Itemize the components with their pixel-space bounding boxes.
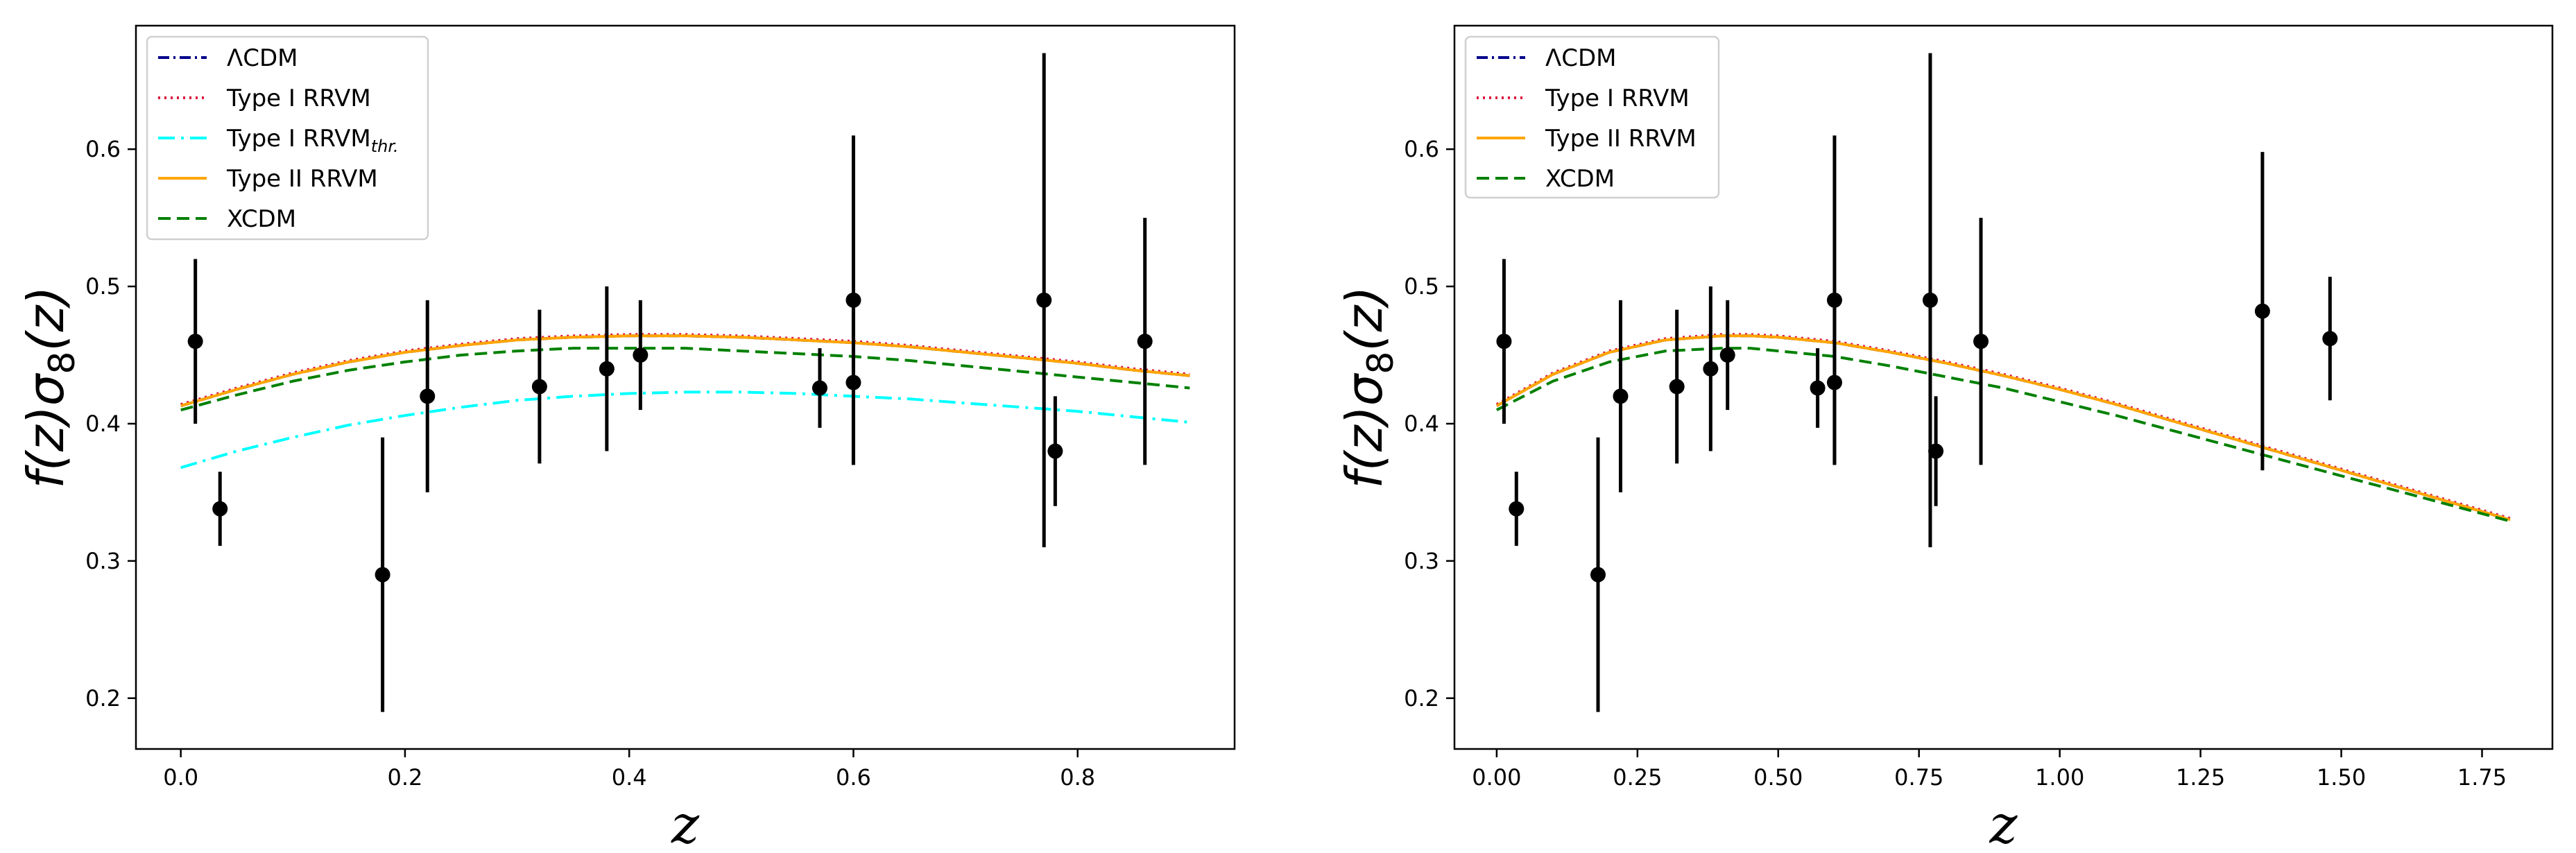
- legend: ΛCDM Type I RRVM Type II RRVM XCDM: [1464, 35, 1720, 199]
- data-point: [1703, 361, 1719, 377]
- x-tick-label: 0.2: [387, 764, 422, 791]
- right-panel: 0.00 0.25 0.50 0.75 1.00 1.25 1.50 1.75 0.2 0.3 0.…: [1335, 24, 2554, 853]
- x-tick-label: 0.4: [612, 764, 647, 791]
- series-line-type-i-rrvmthr-: [180, 390, 1190, 469]
- data-point: [1928, 443, 1944, 459]
- y-tick-label: 0.6: [85, 136, 121, 162]
- data-point: [1922, 292, 1938, 308]
- x-tick-label: 1.00: [2035, 764, 2084, 791]
- series-line--cdm: [1495, 334, 2511, 522]
- series-line-type-i-rrvm: [180, 333, 1190, 406]
- legend-label: Type I RRVM: [1545, 85, 1690, 112]
- data-point: [1496, 334, 1512, 350]
- x-tick-label: 1.50: [2317, 764, 2366, 791]
- y-tick-label: 0.5: [85, 273, 121, 300]
- y-tick-label: 0.4: [85, 411, 121, 437]
- axes-frame: [135, 24, 1236, 750]
- axes-frame: [1453, 24, 2554, 750]
- x-tick-label: 0.50: [1753, 764, 1803, 791]
- data-point: [2322, 331, 2338, 347]
- x-tick-label: 1.75: [2457, 764, 2507, 791]
- y-tick-label: 0.6: [1404, 136, 1439, 162]
- data-point: [599, 361, 615, 377]
- legend-label: ΛCDM: [227, 44, 298, 72]
- x-axis-label: z: [671, 793, 700, 853]
- y-tick-label: 0.2: [1404, 685, 1439, 712]
- legend-box: [1464, 35, 1720, 199]
- series-line--cdm: [180, 334, 1190, 408]
- y-axis-label: f(z)σ8(z): [1335, 286, 1402, 488]
- data-point: [1613, 388, 1629, 404]
- legend-box: [146, 35, 429, 241]
- legend: ΛCDM Type I RRVM Type I RRVMthr. Type II RR…: [146, 35, 429, 241]
- y-tick-label: 0.3: [1404, 548, 1439, 574]
- data-point: [1669, 379, 1685, 395]
- y-axis-label: f(z)σ8(z): [17, 286, 83, 488]
- data-point: [1973, 334, 1989, 350]
- y-tick-label: 0.3: [85, 548, 121, 574]
- series-line-type-i-rrvm: [1495, 333, 2511, 520]
- x-tick-label: 0.8: [1060, 764, 1095, 791]
- data-point: [187, 334, 203, 350]
- x-tick-label: 0.00: [1472, 764, 1521, 791]
- data-point: [420, 388, 436, 404]
- data-point: [633, 347, 649, 363]
- legend-label: Type I RRVM: [226, 85, 371, 112]
- legend-label: Type I RRVMthr.: [226, 125, 399, 156]
- data-point: [212, 501, 228, 517]
- plot-area: [1495, 53, 2511, 712]
- data-point: [845, 292, 861, 308]
- x-tick-label: 1.25: [2176, 764, 2225, 791]
- data-point: [1036, 292, 1052, 308]
- x-tick-label: 0.75: [1894, 764, 1943, 791]
- data-point: [1509, 501, 1525, 517]
- x-tick-label: 0.0: [163, 764, 198, 791]
- x-tick-label: 0.25: [1613, 764, 1662, 791]
- y-tick-label: 0.2: [85, 685, 121, 712]
- x-axis-label: z: [1989, 793, 2018, 853]
- data-point: [812, 380, 827, 396]
- legend-label: Type II RRVM: [1545, 125, 1697, 153]
- data-point: [2254, 303, 2270, 319]
- data-point: [1826, 292, 1842, 308]
- data-point: [375, 567, 390, 583]
- data-point: [1810, 380, 1826, 396]
- left-panel: 0.0 0.2 0.4 0.6 0.8 0.2 0.3 0.4 0.5 0.6 z f(z)σ8(z)…: [17, 24, 1236, 853]
- series-line-xcdm: [180, 347, 1190, 412]
- series-line-xcdm: [1495, 347, 2511, 523]
- y-tick-label: 0.5: [1404, 273, 1439, 300]
- plot-area: [180, 53, 1190, 712]
- legend-label: ΛCDM: [1545, 44, 1617, 72]
- series-line-type-ii-rrvm: [1495, 334, 2511, 522]
- data-point: [1137, 334, 1153, 350]
- y-tick-label: 0.4: [1404, 411, 1439, 437]
- series-line-type-ii-rrvm: [180, 334, 1190, 408]
- x-tick-label: 0.6: [836, 764, 871, 791]
- legend-label: XCDM: [1545, 165, 1615, 193]
- data-point: [531, 379, 547, 395]
- legend-label: XCDM: [227, 205, 296, 233]
- legend-label: Type II RRVM: [226, 165, 378, 193]
- data-point: [1590, 567, 1606, 583]
- data-point: [1047, 443, 1063, 459]
- data-point: [1719, 347, 1735, 363]
